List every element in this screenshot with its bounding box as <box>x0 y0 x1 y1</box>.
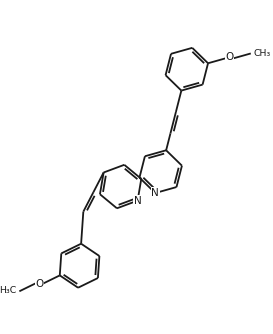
Text: N: N <box>152 188 159 198</box>
Text: O: O <box>225 52 234 62</box>
Text: O: O <box>35 279 44 289</box>
Text: N: N <box>134 196 141 206</box>
Text: H₃C: H₃C <box>0 286 17 295</box>
Text: CH₃: CH₃ <box>253 49 271 58</box>
